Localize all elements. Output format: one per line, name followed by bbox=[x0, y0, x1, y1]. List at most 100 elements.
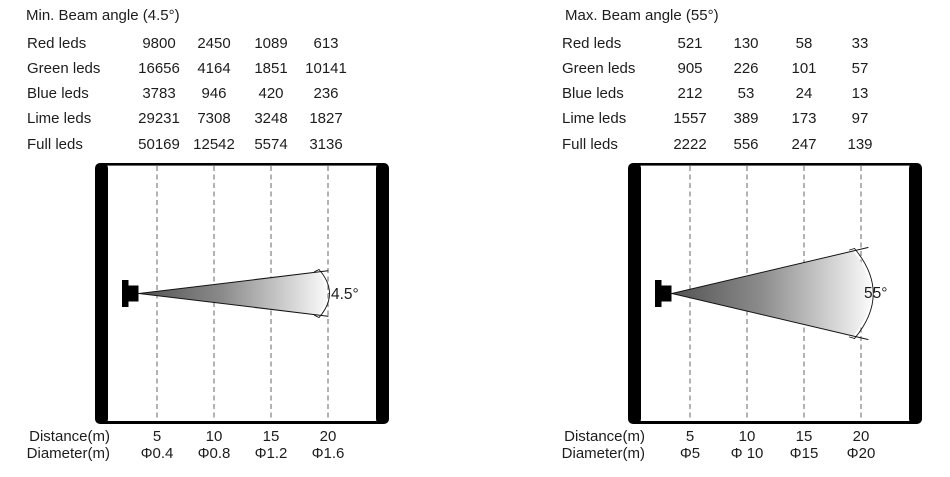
led-row-label: Full leds bbox=[27, 136, 83, 153]
lux-value: 226 bbox=[733, 60, 759, 77]
arc-arrow-top bbox=[849, 248, 855, 251]
bottom-border bbox=[102, 421, 382, 424]
diameter-tick: Φ1.6 bbox=[311, 445, 345, 462]
min-beam-diagram bbox=[95, 163, 389, 424]
distance-axis-label: Distance(m) bbox=[564, 428, 645, 445]
lux-value: 58 bbox=[795, 35, 813, 52]
distance-tick: 20 bbox=[852, 428, 870, 445]
lux-value: 3248 bbox=[254, 110, 288, 127]
top-border bbox=[635, 163, 915, 166]
lux-value: 236 bbox=[313, 85, 339, 102]
lux-value: 7308 bbox=[197, 110, 231, 127]
lux-value: 9800 bbox=[142, 35, 176, 52]
light-fixture-icon bbox=[122, 280, 139, 307]
table-row: Blue leds 212 53 24 13 bbox=[0, 85, 950, 102]
lux-value: 13 bbox=[851, 85, 869, 102]
beam-cone bbox=[672, 251, 871, 336]
distance-tick: 10 bbox=[738, 428, 756, 445]
diameter-tick: Φ1.2 bbox=[254, 445, 288, 462]
table-row: Lime leds 29231 7308 3248 1827 bbox=[0, 110, 950, 127]
lux-value: 57 bbox=[851, 60, 869, 77]
lux-value: 1557 bbox=[673, 110, 707, 127]
led-row-label: Green leds bbox=[562, 60, 636, 77]
table-row: Red leds 521 130 58 33 bbox=[0, 35, 950, 52]
led-row-label: Lime leds bbox=[562, 110, 627, 127]
beam-angle-arc bbox=[854, 248, 874, 339]
diameter-tick: Φ0.8 bbox=[197, 445, 231, 462]
distance-tick: 15 bbox=[262, 428, 280, 445]
lux-value: 1851 bbox=[254, 60, 288, 77]
min-beam-title: Min. Beam angle (4.5°) bbox=[26, 7, 180, 24]
lux-value: 97 bbox=[851, 110, 869, 127]
beam-bottom-edge bbox=[671, 293, 869, 340]
lux-value: 10141 bbox=[305, 60, 347, 77]
lux-value: 389 bbox=[733, 110, 759, 127]
lux-value: 139 bbox=[847, 136, 873, 153]
led-row-label: Red leds bbox=[27, 35, 87, 52]
diameter-axis-label: Diameter(m) bbox=[26, 445, 110, 462]
table-row: Full leds 50169 12542 5574 3136 bbox=[0, 136, 950, 153]
lux-value: 33 bbox=[851, 35, 869, 52]
led-row-label: Lime leds bbox=[27, 110, 92, 127]
diameter-tick: Φ 10 bbox=[730, 445, 764, 462]
lux-value: 247 bbox=[791, 136, 817, 153]
lux-value: 556 bbox=[733, 136, 759, 153]
table-row: Blue leds 3783 946 420 236 bbox=[0, 85, 950, 102]
led-row-label: Green leds bbox=[27, 60, 101, 77]
lux-value: 905 bbox=[677, 60, 703, 77]
min-beam-angle-label: 4.5° bbox=[331, 286, 359, 303]
lux-value: 3136 bbox=[309, 136, 343, 153]
lux-value: 2450 bbox=[197, 35, 231, 52]
left-wall bbox=[628, 163, 641, 424]
max-beam-diagram bbox=[628, 163, 922, 424]
lux-value: 1827 bbox=[309, 110, 343, 127]
lux-value: 29231 bbox=[138, 110, 180, 127]
lux-value: 50169 bbox=[138, 136, 180, 153]
arc-arrow-bottom bbox=[314, 314, 320, 318]
lux-value: 613 bbox=[313, 35, 339, 52]
left-wall bbox=[95, 163, 108, 424]
lux-value: 173 bbox=[791, 110, 817, 127]
table-row: Green leds 905 226 101 57 bbox=[0, 60, 950, 77]
bottom-border bbox=[635, 421, 915, 424]
max-beam-title: Max. Beam angle (55°) bbox=[565, 7, 719, 24]
led-row-label: Red leds bbox=[562, 35, 622, 52]
led-row-label: Blue leds bbox=[562, 85, 624, 102]
lux-value: 521 bbox=[677, 35, 703, 52]
distance-tick: 10 bbox=[205, 428, 223, 445]
lux-value: 101 bbox=[791, 60, 817, 77]
diameter-tick: Φ15 bbox=[789, 445, 819, 462]
beam-bottom-edge bbox=[138, 293, 329, 317]
lux-value: 16656 bbox=[138, 60, 180, 77]
arc-arrow-top bbox=[314, 269, 320, 273]
distance-tick: 5 bbox=[152, 428, 162, 445]
table-row: Full leds 2222 556 247 139 bbox=[0, 136, 950, 153]
lux-value: 4164 bbox=[197, 60, 231, 77]
max-beam-angle-label: 55° bbox=[864, 285, 888, 302]
beam-top-edge bbox=[138, 270, 329, 294]
arc-arrow-bottom bbox=[849, 336, 855, 339]
table-row: Lime leds 1557 389 173 97 bbox=[0, 110, 950, 127]
lux-value: 420 bbox=[258, 85, 284, 102]
lux-value: 24 bbox=[795, 85, 813, 102]
top-border bbox=[102, 163, 382, 166]
lux-value: 946 bbox=[201, 85, 227, 102]
right-wall bbox=[909, 163, 922, 424]
lux-value: 53 bbox=[737, 85, 755, 102]
distance-tick: 20 bbox=[319, 428, 337, 445]
light-fixture-icon bbox=[655, 280, 672, 307]
diameter-tick: Φ0.4 bbox=[140, 445, 174, 462]
distance-tick: 15 bbox=[795, 428, 813, 445]
diameter-tick: Φ5 bbox=[679, 445, 701, 462]
lux-value: 130 bbox=[733, 35, 759, 52]
lux-value: 2222 bbox=[673, 136, 707, 153]
beam-angle-arc bbox=[318, 269, 330, 318]
distance-tick: 5 bbox=[685, 428, 695, 445]
table-row: Green leds 16656 4164 1851 10141 bbox=[0, 60, 950, 77]
beam-top-edge bbox=[671, 247, 869, 294]
beam-cone bbox=[139, 272, 327, 315]
right-wall bbox=[376, 163, 389, 424]
lux-value: 212 bbox=[677, 85, 703, 102]
led-row-label: Full leds bbox=[562, 136, 618, 153]
